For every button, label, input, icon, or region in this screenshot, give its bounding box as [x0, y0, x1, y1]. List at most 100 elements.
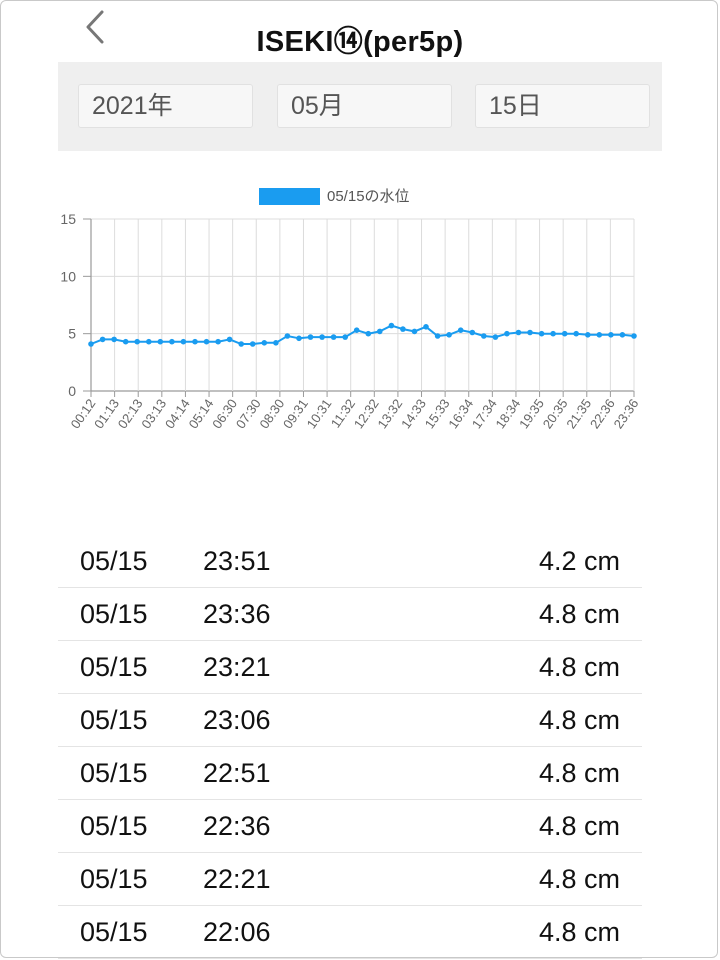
y-tick-label: 5: [68, 326, 76, 342]
data-point: [538, 330, 545, 337]
day-select[interactable]: 15日: [475, 84, 650, 128]
x-tick-label: 08:30: [256, 396, 287, 431]
reading-value: 4.8 cm: [538, 758, 620, 788]
data-point: [215, 338, 221, 345]
reading-value: 4.8 cm: [538, 864, 620, 894]
x-tick-label: 03:13: [138, 396, 169, 431]
reading-time: 22:51: [203, 758, 271, 788]
y-tick-label: 15: [60, 211, 76, 227]
data-point: [469, 329, 476, 336]
data-point: [169, 338, 175, 345]
data-point: [481, 333, 487, 339]
x-tick-label: 10:31: [304, 396, 335, 431]
data-point: [342, 334, 349, 340]
x-tick-label: 17:34: [469, 396, 500, 431]
reading-row: 05/15 23:51 4.2 cm: [58, 535, 642, 588]
data-point: [561, 330, 568, 337]
data-point: [238, 341, 244, 347]
x-tick-label: 21:35: [563, 396, 594, 431]
data-point: [284, 333, 291, 339]
x-tick-label: 19:35: [516, 396, 547, 431]
x-tick-label: 09:31: [280, 396, 311, 431]
x-tick-label: 02:13: [115, 396, 146, 431]
x-axis-ticks: 00:1201:1302:1303:1304:1405:1406:3007:30…: [68, 391, 642, 431]
reading-date: 05/15: [80, 599, 148, 629]
y-tick-label: 0: [68, 383, 76, 399]
water-level-series: [88, 322, 637, 347]
data-point: [550, 330, 556, 337]
reading-value: 4.8 cm: [538, 811, 620, 841]
reading-list: 05/15 23:51 4.2 cm 05/15 23:36 4.8 cm 05/15 23:…: [58, 535, 642, 959]
reading-date: 05/15: [80, 546, 148, 576]
data-point: [99, 336, 106, 343]
reading-date: 05/15: [80, 652, 148, 682]
data-point: [319, 334, 325, 340]
data-point: [261, 340, 268, 346]
reading-time: 22:06: [203, 917, 271, 947]
x-tick-label: 04:14: [162, 396, 193, 431]
x-tick-label: 14:33: [398, 396, 429, 431]
data-point: [631, 333, 637, 339]
x-tick-label: 06:30: [209, 396, 240, 431]
reading-date: 05/15: [80, 917, 148, 947]
data-point: [411, 328, 418, 335]
reading-row: 05/15 22:21 4.8 cm: [58, 853, 642, 906]
data-point: [596, 332, 603, 338]
reading-time: 23:51: [203, 546, 271, 576]
year-select[interactable]: 2021年: [78, 84, 253, 128]
month-select[interactable]: 05月: [277, 84, 452, 128]
x-tick-label: 23:36: [611, 396, 642, 431]
data-point: [88, 341, 94, 347]
reading-value: 4.8 cm: [538, 599, 620, 629]
reading-row: 05/15 23:06 4.8 cm: [58, 694, 642, 747]
x-tick-label: 22:36: [587, 396, 618, 431]
data-point: [146, 338, 152, 345]
x-tick-label: 20:35: [540, 396, 571, 431]
reading-date: 05/15: [80, 811, 148, 841]
water-level-chart: 05/15の水位 0 5 10 15 00:1201:1302:1303:1304:1…: [60, 188, 642, 431]
x-tick-label: 07:30: [233, 396, 264, 431]
y-tick-label: 10: [60, 268, 76, 284]
chart-grid: [90, 218, 635, 392]
reading-value: 4.2 cm: [538, 546, 620, 576]
data-point: [585, 332, 591, 338]
x-tick-label: 15:33: [422, 396, 453, 431]
data-point: [330, 334, 337, 340]
reading-date: 05/15: [80, 758, 148, 788]
reading-time: 23:21: [203, 652, 271, 682]
back-button[interactable]: [78, 6, 112, 48]
data-point: [619, 332, 626, 338]
x-tick-label: 18:34: [492, 396, 523, 431]
data-point: [365, 330, 372, 337]
x-tick-label: 12:32: [351, 396, 382, 431]
legend-swatch: [259, 188, 320, 205]
data-point: [134, 338, 140, 345]
data-point: [515, 329, 522, 336]
data-point: [573, 330, 579, 337]
data-point: [249, 341, 256, 347]
reading-time: 23:06: [203, 705, 271, 735]
data-point: [377, 328, 383, 335]
date-selector: 2021年 05月 15日: [58, 62, 662, 151]
reading-row: 05/15 22:51 4.8 cm: [58, 747, 642, 800]
reading-row: 05/15 23:21 4.8 cm: [58, 641, 642, 694]
data-point: [353, 327, 360, 333]
data-point: [527, 329, 533, 336]
reading-date: 05/15: [80, 705, 148, 735]
data-point: [400, 326, 406, 332]
data-point: [180, 338, 187, 345]
x-tick-label: 00:12: [68, 396, 99, 431]
data-point: [492, 334, 499, 340]
data-point: [423, 324, 429, 330]
reading-time: 23:36: [203, 599, 271, 629]
data-point: [504, 330, 510, 337]
data-point: [226, 336, 233, 343]
data-point: [307, 334, 314, 340]
x-tick-label: 16:34: [445, 396, 476, 431]
chart-legend: 05/15の水位: [259, 188, 410, 205]
legend-label: 05/15の水位: [327, 188, 410, 205]
reading-time: 22:36: [203, 811, 271, 841]
data-point: [296, 335, 302, 342]
reading-value: 4.8 cm: [538, 652, 620, 682]
reading-value: 4.8 cm: [538, 917, 620, 947]
